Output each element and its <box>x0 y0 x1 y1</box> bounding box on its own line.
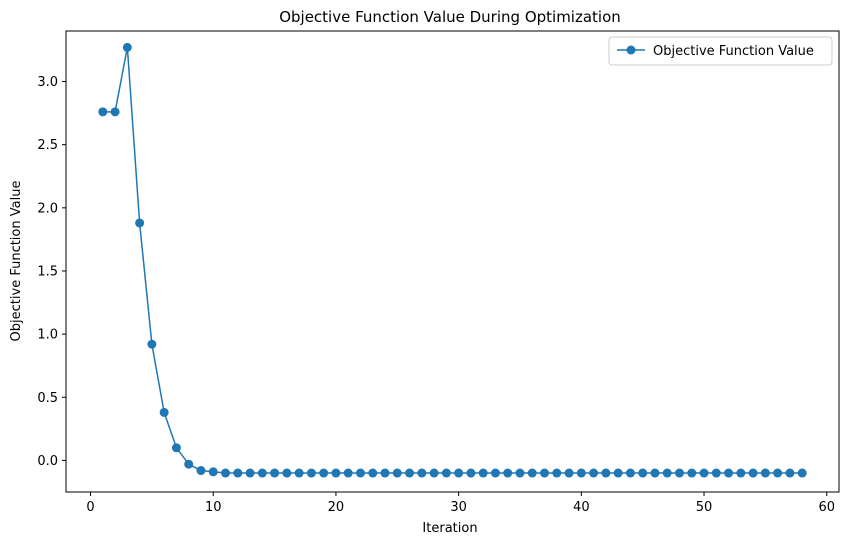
y-axis-label: Objective Function Value <box>9 181 24 342</box>
data-point <box>343 468 353 478</box>
data-point <box>135 218 145 228</box>
data-point <box>380 468 390 478</box>
data-point <box>196 466 206 476</box>
y-tick-label: 3.0 <box>37 75 58 90</box>
data-point <box>589 468 599 478</box>
x-axis-label: Iteration <box>422 521 477 536</box>
data-point <box>711 468 721 478</box>
data-point <box>540 468 550 478</box>
data-point <box>159 407 169 417</box>
legend-label: Objective Function Value <box>653 44 814 59</box>
y-tick-label: 0.5 <box>37 391 58 406</box>
data-point <box>760 468 770 478</box>
data-point <box>785 468 795 478</box>
data-point <box>294 468 304 478</box>
data-point <box>699 468 709 478</box>
plot-area <box>98 42 807 478</box>
legend: Objective Function Value <box>608 36 833 66</box>
data-point <box>454 468 464 478</box>
data-point <box>503 468 513 478</box>
x-axis: 0 10 20 30 40 50 60 <box>86 492 835 515</box>
data-point <box>748 468 758 478</box>
x-tick-label: 50 <box>696 500 713 515</box>
x-tick-label: 0 <box>86 500 94 515</box>
data-point <box>110 107 120 117</box>
y-axis: 0.0 0.5 1.0 1.5 2.0 2.5 3.0 <box>37 75 66 469</box>
data-point <box>674 468 684 478</box>
data-point <box>687 468 697 478</box>
legend-box <box>608 36 833 66</box>
data-point <box>662 468 672 478</box>
data-point <box>417 468 427 478</box>
data-point <box>441 468 451 478</box>
x-tick-label: 30 <box>450 500 467 515</box>
data-point <box>392 468 402 478</box>
data-point <box>122 42 132 52</box>
data-point <box>797 468 807 478</box>
data-point <box>221 468 231 478</box>
data-point <box>601 468 611 478</box>
data-point <box>478 468 488 478</box>
data-point <box>613 468 623 478</box>
data-point <box>368 468 378 478</box>
y-tick-label: 2.5 <box>37 138 58 153</box>
x-tick-label: 40 <box>573 500 590 515</box>
y-tick-label: 1.0 <box>37 328 58 343</box>
data-point <box>490 468 500 478</box>
data-point <box>319 468 329 478</box>
data-point <box>638 468 648 478</box>
y-tick-label: 0.0 <box>37 454 58 469</box>
data-point <box>282 468 292 478</box>
data-point <box>270 468 280 478</box>
data-point <box>306 468 316 478</box>
data-point <box>576 468 586 478</box>
data-point <box>625 468 635 478</box>
series-line <box>102 47 803 474</box>
axes-frame <box>65 30 840 493</box>
data-point <box>515 468 525 478</box>
data-point <box>171 443 181 453</box>
data-point <box>650 468 660 478</box>
data-point <box>98 107 108 117</box>
data-point <box>147 339 157 349</box>
data-point <box>724 468 734 478</box>
data-point <box>355 468 365 478</box>
data-point <box>773 468 783 478</box>
chart-title: Objective Function Value During Optimiza… <box>279 8 621 26</box>
data-point <box>184 459 194 469</box>
data-point <box>331 468 341 478</box>
data-point <box>233 468 243 478</box>
data-point <box>257 468 267 478</box>
data-point <box>405 468 415 478</box>
x-tick-label: 20 <box>328 500 345 515</box>
data-point <box>527 468 537 478</box>
x-tick-label: 60 <box>818 500 835 515</box>
y-tick-label: 2.0 <box>37 201 58 216</box>
x-tick-label: 10 <box>205 500 222 515</box>
data-point <box>552 468 562 478</box>
data-point <box>208 467 218 477</box>
data-point <box>245 468 255 478</box>
legend-marker <box>626 45 636 55</box>
data-point <box>466 468 476 478</box>
data-point <box>564 468 574 478</box>
data-point <box>736 468 746 478</box>
y-tick-label: 1.5 <box>37 264 58 279</box>
data-point <box>429 468 439 478</box>
